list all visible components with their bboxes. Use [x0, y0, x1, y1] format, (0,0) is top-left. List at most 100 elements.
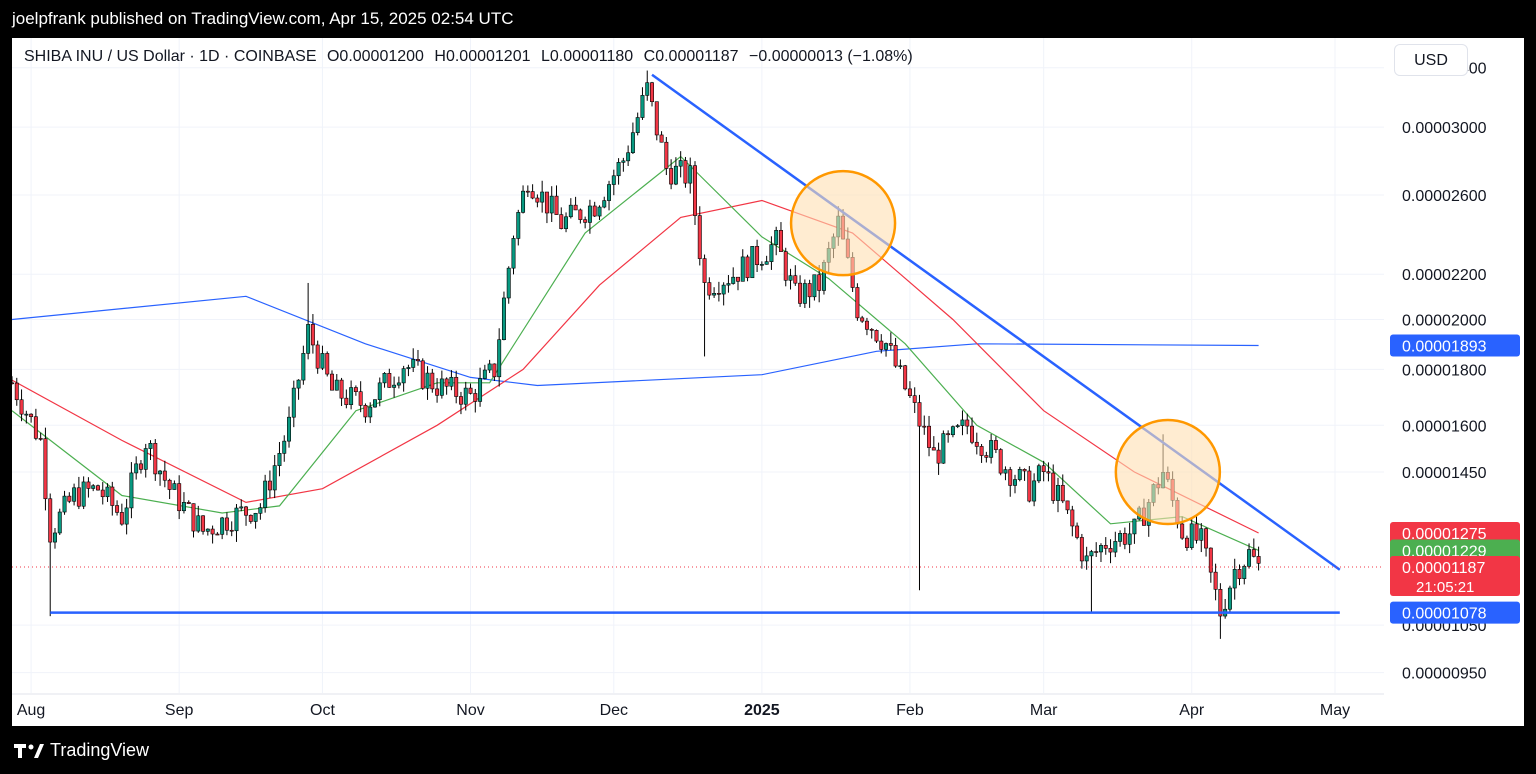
candle	[535, 194, 540, 208]
candle	[368, 402, 373, 424]
candle-body	[497, 339, 502, 378]
candle	[310, 314, 315, 354]
high-value: H0.00001201	[434, 48, 531, 65]
candle-body	[1194, 523, 1199, 541]
candle	[186, 500, 191, 505]
candle	[129, 462, 134, 519]
candle	[793, 265, 798, 286]
candle	[1008, 466, 1013, 497]
candle	[14, 377, 19, 406]
candle-body	[435, 388, 440, 396]
candle-body	[143, 448, 148, 470]
candle-body	[38, 438, 43, 440]
tradingview-logo[interactable]: TradingView	[14, 740, 149, 761]
candle	[296, 379, 301, 400]
candle-body	[697, 215, 702, 259]
candle-body	[363, 405, 368, 418]
candle-body	[449, 376, 454, 387]
candle	[72, 483, 77, 506]
candle	[234, 504, 239, 542]
candle	[263, 474, 268, 513]
candle	[425, 366, 430, 400]
candle-body	[1099, 545, 1103, 553]
candle-body	[611, 175, 616, 185]
chart-panel: 0.000034000.000030000.000026000.00002200…	[12, 38, 1524, 726]
candle	[76, 476, 81, 510]
candle-body	[587, 205, 592, 223]
candle	[559, 207, 564, 230]
candle	[769, 236, 774, 270]
candle	[669, 159, 674, 190]
price-chart[interactable]: 0.000034000.000030000.000026000.00002200…	[12, 38, 1524, 726]
candle-body	[24, 413, 29, 416]
candle	[673, 157, 678, 186]
candle	[750, 246, 755, 279]
candle	[898, 359, 903, 370]
candle	[468, 383, 473, 395]
candle	[736, 276, 740, 291]
candle	[659, 131, 664, 143]
candle-body	[1036, 465, 1041, 482]
candle	[645, 70, 650, 101]
candle-body	[473, 393, 478, 402]
candle-body	[12, 382, 14, 385]
candle-body	[1237, 569, 1242, 579]
candle	[864, 317, 869, 336]
price-tick-label: 0.00002000	[1402, 312, 1487, 329]
candle-body	[454, 376, 459, 397]
candle-body	[110, 486, 115, 506]
candle	[449, 370, 454, 391]
candle-body	[621, 160, 626, 163]
candle-body	[119, 512, 124, 525]
candle-body	[716, 293, 721, 295]
candle-body	[492, 363, 497, 378]
candle	[592, 201, 597, 218]
candle-body	[53, 532, 57, 543]
price-tag-label: 0.00001187	[1402, 560, 1485, 577]
candle-body	[310, 324, 315, 346]
candle-body	[525, 190, 530, 193]
candle	[124, 498, 129, 535]
candle	[1065, 500, 1070, 514]
candle-body	[1132, 518, 1137, 535]
candle	[1251, 538, 1256, 558]
candle	[478, 367, 483, 407]
publish-header: joelpfrank published on TradingView.com,…	[12, 9, 514, 28]
candle	[320, 345, 325, 371]
currency-button[interactable]: USD	[1394, 44, 1468, 76]
candle-body	[67, 495, 72, 502]
candle	[487, 359, 492, 373]
candle-body	[650, 82, 654, 102]
candle	[1132, 518, 1137, 544]
candle	[788, 268, 793, 290]
candle-body	[105, 486, 110, 498]
candle-body	[645, 82, 650, 96]
symbol-name[interactable]: SHIBA INU / US Dollar · 1D · COINBASE	[24, 48, 317, 65]
candle	[1003, 466, 1008, 481]
price-tick-label: 0.00001450	[1402, 465, 1487, 482]
candle-body	[736, 276, 740, 282]
candle-body	[693, 165, 697, 216]
candle	[907, 381, 912, 398]
candle	[1094, 542, 1099, 557]
candle-body	[855, 287, 860, 319]
candle-body	[903, 365, 908, 390]
time-tick-label: Nov	[456, 702, 484, 719]
candle-body	[597, 206, 602, 217]
candle-body	[167, 479, 172, 490]
candle	[334, 374, 339, 391]
candle-body	[1118, 533, 1123, 542]
candle	[1223, 598, 1228, 619]
price-tick-label: 0.00001800	[1402, 362, 1487, 379]
candle	[731, 267, 736, 285]
candle	[134, 456, 139, 480]
candle-body	[76, 487, 81, 507]
candle	[812, 274, 817, 301]
candle-body	[86, 481, 91, 489]
candle-body	[1017, 469, 1022, 480]
candle-body	[62, 495, 67, 513]
candle-body	[798, 282, 803, 304]
candle	[802, 279, 807, 309]
candle	[1113, 531, 1118, 558]
candle-body	[1232, 569, 1237, 589]
